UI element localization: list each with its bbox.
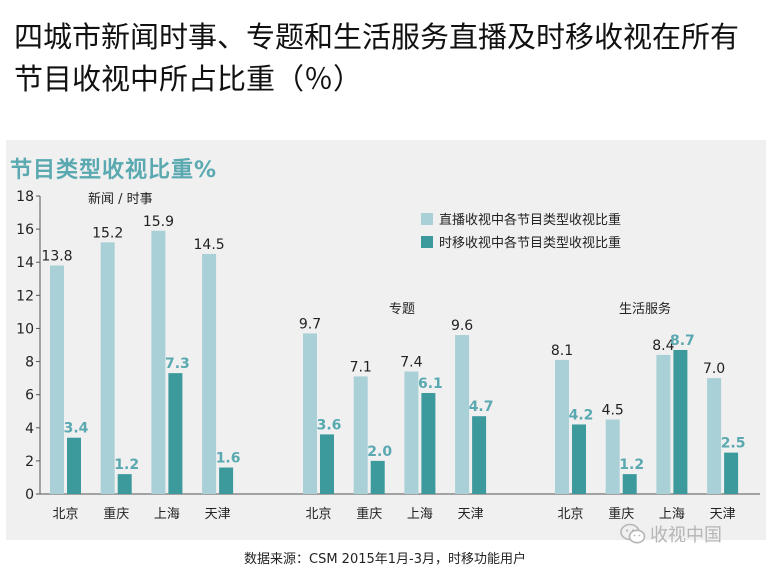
y-tick-label: 2	[25, 454, 34, 470]
legend-label: 直播收视中各节目类型收视比重	[439, 212, 621, 228]
bar-live	[605, 419, 620, 494]
data-label-timeshift: 2.5	[721, 436, 746, 452]
bar-live	[707, 378, 722, 494]
watermark: 收视中国	[620, 521, 722, 547]
bar-live	[202, 253, 217, 494]
y-tick-label: 14	[16, 255, 34, 271]
data-label-live: 8.1	[551, 343, 573, 359]
y-tick-label: 6	[25, 388, 34, 404]
bar-live	[555, 359, 569, 494]
data-label-timeshift: 7.3	[165, 356, 190, 372]
bar-live	[50, 265, 64, 494]
data-label-timeshift: 6.1	[418, 376, 443, 392]
group-label: 专题	[389, 302, 415, 317]
legend-swatch	[421, 236, 433, 248]
bar-timeshift	[67, 437, 81, 494]
data-label-live: 14.5	[194, 237, 225, 253]
bar-timeshift	[572, 424, 586, 494]
x-category-label: 重庆	[356, 506, 382, 522]
data-label-live: 15.9	[143, 214, 174, 230]
data-label-timeshift: 4.2	[569, 407, 594, 423]
wechat-icon	[620, 523, 646, 544]
data-label-live: 9.6	[451, 318, 473, 334]
data-label-live: 9.7	[299, 316, 321, 332]
bar-live	[353, 376, 368, 494]
watermark-text: 收视中国	[650, 525, 722, 546]
data-label-timeshift: 2.0	[367, 444, 392, 460]
bar-live	[404, 371, 419, 494]
bar-timeshift	[117, 474, 132, 494]
data-label-live: 13.8	[41, 249, 72, 265]
group-label: 生活服务	[619, 301, 671, 317]
data-label-timeshift: 1.2	[619, 457, 644, 473]
y-tick-label: 8	[25, 355, 34, 371]
data-label-timeshift: 8.7	[670, 333, 695, 349]
bar-timeshift	[370, 460, 385, 494]
x-category-label: 北京	[52, 507, 78, 522]
bar-timeshift	[320, 434, 334, 494]
x-category-label: 上海	[154, 507, 180, 522]
bar-live	[303, 333, 317, 494]
bar-live	[656, 354, 671, 494]
x-category-label: 北京	[305, 507, 331, 522]
data-label-live: 15.2	[92, 225, 123, 241]
x-category-label: 上海	[659, 507, 685, 522]
bar-live	[151, 230, 166, 494]
bar-live	[455, 335, 470, 494]
y-tick-label: 16	[16, 222, 34, 238]
bar-timeshift	[724, 452, 739, 494]
legend-swatch	[421, 213, 433, 225]
x-category-label: 天津	[710, 507, 736, 522]
y-tick-label: 18	[16, 189, 34, 205]
data-label-timeshift: 3.6	[317, 417, 342, 433]
x-category-label: 天津	[205, 507, 231, 522]
group-label: 新闻 / 时事	[88, 191, 153, 207]
y-tick-label: 10	[16, 321, 34, 337]
data-label-timeshift: 1.6	[216, 451, 241, 467]
x-category-label: 重庆	[103, 506, 129, 522]
data-label-live: 7.4	[400, 354, 422, 370]
data-label-live: 4.5	[602, 403, 624, 419]
x-category-label: 上海	[407, 507, 433, 522]
data-label-live: 7.1	[350, 359, 372, 375]
bar-timeshift	[472, 416, 487, 494]
slide-title: 四城市新闻时事、专题和生活服务直播及时移收视在所有节目收视中所占比重（％）	[14, 20, 740, 96]
y-tick-label: 4	[25, 421, 34, 437]
data-source-note: 数据来源：CSM 2015年1月-3月，时移功能用户	[244, 552, 526, 567]
data-label-timeshift: 3.4	[64, 421, 89, 437]
chart-panel	[6, 140, 766, 540]
x-category-label: 天津	[458, 507, 484, 522]
legend-label: 时移收视中各节目类型收视比重	[439, 235, 621, 251]
bar-live	[100, 242, 115, 494]
data-label-timeshift: 1.2	[114, 457, 139, 473]
bar-timeshift	[168, 373, 183, 494]
bar-timeshift	[622, 474, 637, 494]
x-category-label: 北京	[557, 507, 583, 522]
bar-timeshift	[219, 467, 234, 494]
bar-timeshift	[673, 349, 688, 494]
y-tick-label: 0	[25, 487, 34, 503]
data-label-timeshift: 4.7	[469, 399, 494, 415]
data-label-live: 8.4	[652, 338, 674, 354]
data-label-live: 7.0	[703, 361, 725, 377]
chart-title: 节目类型收视比重%	[10, 158, 218, 183]
bar-timeshift	[421, 393, 436, 494]
y-tick-label: 12	[16, 288, 34, 304]
x-category-label: 重庆	[608, 506, 634, 522]
